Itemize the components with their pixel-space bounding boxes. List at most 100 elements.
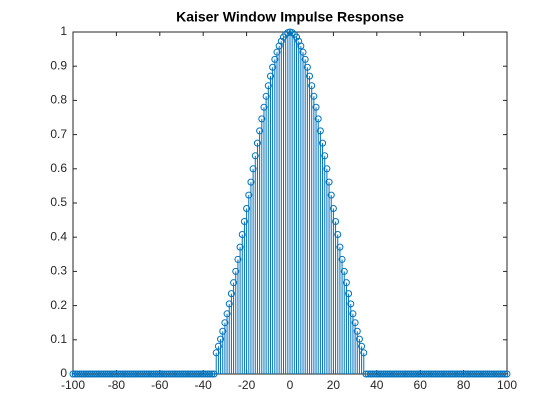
stem-marker — [444, 370, 452, 378]
stem-marker — [86, 370, 94, 378]
stem-marker — [312, 103, 320, 111]
stem-marker — [251, 152, 259, 160]
stem-marker — [236, 243, 244, 251]
stem-marker — [303, 63, 311, 71]
stem-marker — [171, 370, 179, 378]
x-tick-label: 80 — [457, 378, 471, 392]
stem-marker — [97, 370, 105, 378]
y-tick-label: 0.9 — [50, 58, 67, 72]
stem-marker — [95, 370, 103, 378]
stem-marker — [204, 370, 212, 378]
stem-marker — [178, 370, 185, 378]
stem-marker — [390, 370, 398, 378]
stem-marker — [395, 370, 402, 378]
stem-marker — [373, 370, 381, 378]
stem-marker — [353, 327, 361, 335]
stem-marker — [418, 370, 426, 378]
y-tick-label: 0.5 — [50, 195, 67, 209]
stem-marker — [195, 370, 203, 378]
stem-marker — [434, 370, 442, 378]
stem-marker — [325, 178, 333, 186]
stem-marker — [130, 370, 138, 378]
stem-marker — [73, 370, 81, 378]
x-tick-label: -20 — [238, 378, 256, 392]
stem-marker — [136, 370, 144, 378]
stem-marker — [269, 63, 277, 71]
stem-marker — [414, 370, 422, 378]
stem-marker — [345, 290, 353, 298]
stem-marker — [115, 370, 123, 378]
stem-marker — [180, 370, 188, 378]
stem-marker — [490, 370, 498, 378]
stem-marker — [297, 42, 305, 50]
stem-marker — [397, 370, 405, 378]
stem-marker — [147, 370, 155, 378]
stem-marker — [457, 370, 465, 378]
stem-marker — [368, 370, 376, 378]
stem-marker — [468, 370, 476, 378]
stem-marker — [80, 370, 88, 378]
stem-marker — [162, 370, 170, 378]
stem-marker — [371, 370, 379, 378]
stem-marker — [230, 279, 238, 287]
stem-marker — [108, 370, 116, 378]
stem-marker — [381, 370, 389, 378]
stem-marker — [499, 370, 507, 378]
stem-marker — [125, 370, 133, 378]
stem-marker — [483, 370, 491, 378]
stem-marker — [164, 370, 172, 378]
x-tick-label: 0 — [287, 378, 294, 392]
stem-marker — [427, 370, 435, 378]
stem-marker — [319, 139, 327, 147]
stem-marker — [260, 103, 268, 111]
stem-marker — [199, 370, 207, 378]
stem-marker — [327, 191, 335, 199]
stem-marker — [360, 349, 368, 357]
stem-marker — [264, 82, 272, 90]
stem-marker — [451, 370, 459, 378]
stem-marker — [156, 370, 164, 378]
stem-marker — [399, 370, 407, 378]
stem-marker — [431, 370, 439, 378]
y-tick-label: 0 — [60, 366, 67, 380]
stem-marker — [89, 370, 97, 378]
stem-marker — [247, 178, 255, 186]
stem-marker — [132, 370, 140, 378]
stem-marker — [273, 48, 281, 56]
stem-marker — [366, 370, 374, 378]
x-tick-label: 40 — [370, 378, 384, 392]
stem-marker — [314, 115, 322, 123]
stem-marker — [210, 370, 218, 378]
stem-marker — [436, 370, 444, 378]
stem-marker — [184, 370, 192, 378]
stem-marker — [208, 370, 216, 378]
stem-marker — [149, 370, 157, 378]
stem-marker — [91, 370, 99, 378]
stem-marker — [249, 165, 257, 173]
stem-marker — [76, 370, 84, 378]
stem-marker — [349, 310, 357, 318]
stem-marker — [351, 319, 359, 327]
stem-marker — [479, 370, 487, 378]
stem-marker — [401, 370, 409, 378]
stem-marker — [117, 370, 125, 378]
y-tick-label: 0.1 — [50, 332, 67, 346]
stem-marker — [329, 204, 337, 212]
stem-marker — [219, 327, 227, 335]
stem-marker — [347, 300, 355, 308]
stem-marker — [154, 370, 162, 378]
stem-marker — [503, 370, 511, 378]
stem-marker — [308, 82, 316, 90]
stem-marker — [486, 370, 494, 378]
stem-marker — [93, 370, 101, 378]
stem-marker — [410, 370, 418, 378]
stem-marker — [253, 139, 261, 147]
x-tick-label: -40 — [195, 378, 213, 392]
stem-marker — [494, 370, 502, 378]
stem-marker — [245, 191, 253, 199]
stem-marker — [453, 370, 461, 378]
stem-marker — [496, 370, 504, 378]
stem-marker — [217, 335, 225, 343]
stem-marker — [338, 255, 346, 263]
stem-marker — [138, 370, 146, 378]
